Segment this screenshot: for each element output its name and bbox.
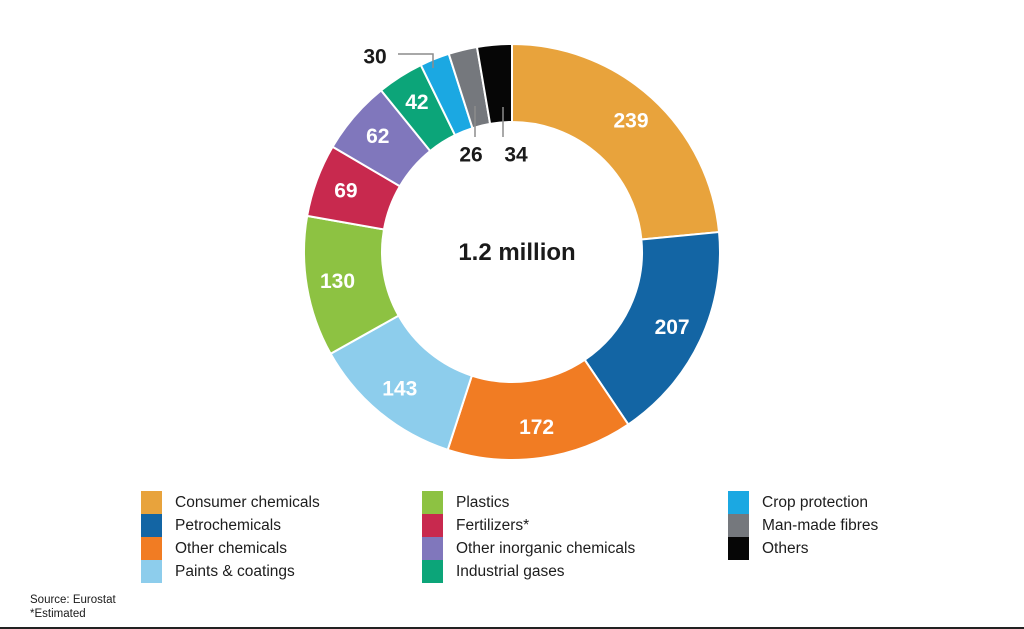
legend-swatch-others — [728, 537, 749, 560]
legend-column-2: Plastics Fertilizers* Other inorganic chem… — [422, 491, 635, 583]
segment-value-fertilizers: 69 — [334, 179, 357, 202]
legend-swatch-plastics — [422, 491, 443, 514]
segment-value-consumer-chemicals: 239 — [613, 110, 648, 133]
source-note: Source: Eurostat *Estimated — [30, 593, 116, 621]
legend-item-plastics: Plastics — [422, 491, 635, 514]
legend-label: Plastics — [456, 494, 510, 511]
legend-item-others: Others — [728, 537, 878, 560]
segment-value-petrochemicals: 207 — [655, 316, 690, 339]
legend-label: Other chemicals — [175, 540, 287, 557]
donut-chart: 239 207 172 143 130 69 62 42 30 26 34 1.2 million — [303, 42, 721, 461]
source-line: Source: Eurostat — [30, 594, 116, 606]
legend-item-industrial-gases: Industrial gases — [422, 560, 635, 583]
legend-column-3: Crop protection Man-made fibres Others — [728, 491, 878, 560]
donut-center-label: 1.2 million — [458, 239, 575, 266]
legend-swatch-consumer-chemicals — [141, 491, 162, 514]
legend-column-1: Consumer chemicals Petrochemicals Other ch… — [141, 491, 320, 583]
donut-segment-others — [475, 42, 513, 126]
legend-label: Fertilizers* — [456, 517, 530, 534]
legend-swatch-petrochemicals — [141, 514, 162, 537]
legend-label: Other inorganic chemicals — [456, 540, 636, 557]
donut-callouts: 30 26 34 — [363, 46, 528, 167]
donut-segments: 239 207 172 143 130 69 62 42 — [303, 42, 721, 461]
legend-item-paints-coatings: Paints & coatings — [141, 560, 320, 583]
legend-item-man-made-fibres: Man-made fibres — [728, 514, 878, 537]
legend-item-petrochemicals: Petrochemicals — [141, 514, 320, 537]
legend-swatch-paints-coatings — [141, 560, 162, 583]
segment-value-other-inorganic-chemicals: 62 — [366, 125, 389, 148]
legend-item-other-inorganic-chemicals: Other inorganic chemicals — [422, 537, 635, 560]
legend-swatch-other-chemicals — [141, 537, 162, 560]
legend-item-crop-protection: Crop protection — [728, 491, 878, 514]
segment-value-man-made-fibres: 26 — [459, 144, 482, 167]
legend-swatch-industrial-gases — [422, 560, 443, 583]
legend-item-fertilizers: Fertilizers* — [422, 514, 635, 537]
legend-label: Crop protection — [762, 494, 868, 511]
legend-label: Petrochemicals — [175, 517, 281, 534]
donut-segment-consumer-chemicals — [511, 42, 721, 241]
legend-label: Others — [762, 540, 809, 557]
segment-value-industrial-gases: 42 — [405, 91, 428, 114]
estimated-note: *Estimated — [30, 608, 86, 620]
legend-item-other-chemicals: Other chemicals — [141, 537, 320, 560]
legend-label: Paints & coatings — [175, 563, 295, 580]
legend-swatch-fertilizers — [422, 514, 443, 537]
legend-swatch-man-made-fibres — [728, 514, 749, 537]
segment-value-crop-protection: 30 — [363, 46, 386, 69]
segment-value-other-chemicals: 172 — [519, 416, 554, 439]
segment-value-plastics: 130 — [320, 270, 355, 293]
bottom-border — [0, 627, 1024, 629]
segment-value-paints-coatings: 143 — [382, 377, 417, 400]
legend-item-consumer-chemicals: Consumer chemicals — [141, 491, 320, 514]
legend-label: Industrial gases — [456, 563, 565, 580]
legend-swatch-other-inorganic-chemicals — [422, 537, 443, 560]
leader-line-crop-protection — [398, 53, 434, 68]
legend-label: Man-made fibres — [762, 517, 879, 534]
legend-label: Consumer chemicals — [175, 494, 320, 511]
segment-value-others: 34 — [504, 144, 528, 167]
legend: Consumer chemicals Petrochemicals Other ch… — [0, 491, 1024, 586]
legend-swatch-crop-protection — [728, 491, 749, 514]
